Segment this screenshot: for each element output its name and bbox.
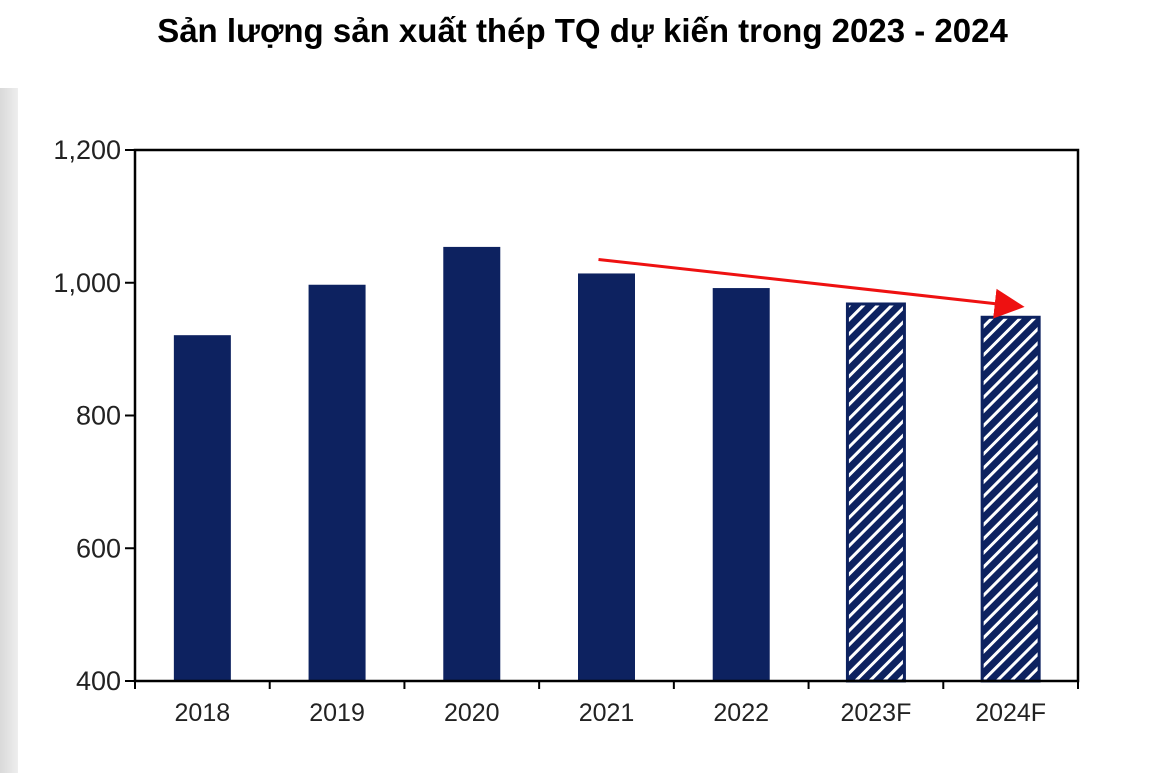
- forecast-bar: [845, 302, 906, 683]
- trend-arrow-group: [598, 257, 1025, 319]
- left-page-edge: [0, 88, 18, 773]
- bars-group: [173, 246, 1041, 683]
- x-tick-label: 2018: [175, 699, 231, 727]
- y-tick-label: 1,000: [53, 268, 121, 298]
- bar: [173, 335, 231, 681]
- bar: [578, 273, 635, 681]
- plot-frame: [133, 148, 1080, 683]
- x-tick-label: 2022: [713, 699, 769, 727]
- x-tick-label: 2021: [579, 699, 635, 727]
- bar: [712, 288, 770, 681]
- forecast-bar: [980, 315, 1041, 683]
- x-tick-label: 2024F: [975, 699, 1046, 727]
- x-tick-label: 2020: [444, 699, 500, 727]
- y-tick-label: 1,200: [53, 135, 121, 165]
- x-tick-label: 2023F: [840, 699, 911, 727]
- plot-border: [133, 148, 1080, 683]
- trend-arrow: [598, 257, 1025, 319]
- x-axis-ticks: 2018 2019 2020 2021 2022 2023F 2024F: [134, 681, 1079, 727]
- y-tick-label: 800: [76, 401, 121, 431]
- y-tick-label: 400: [76, 666, 121, 696]
- x-tick-label: 2019: [309, 699, 365, 727]
- bar: [308, 284, 366, 681]
- bar: [443, 246, 501, 681]
- chart-title: Sản lượng sản xuất thép TQ dự kiến trong…: [157, 12, 1008, 49]
- bar-chart: 1,200 1,000 800 600 400 2018 2019 2020 2021 2022…: [53, 135, 1080, 727]
- y-tick-label: 600: [76, 533, 121, 563]
- y-axis-ticks: 1,200 1,000 800 600 400: [53, 135, 135, 696]
- chart-area: 1,200 1,000 800 600 400 2018 2019 2020 2021 2022…: [18, 88, 1149, 773]
